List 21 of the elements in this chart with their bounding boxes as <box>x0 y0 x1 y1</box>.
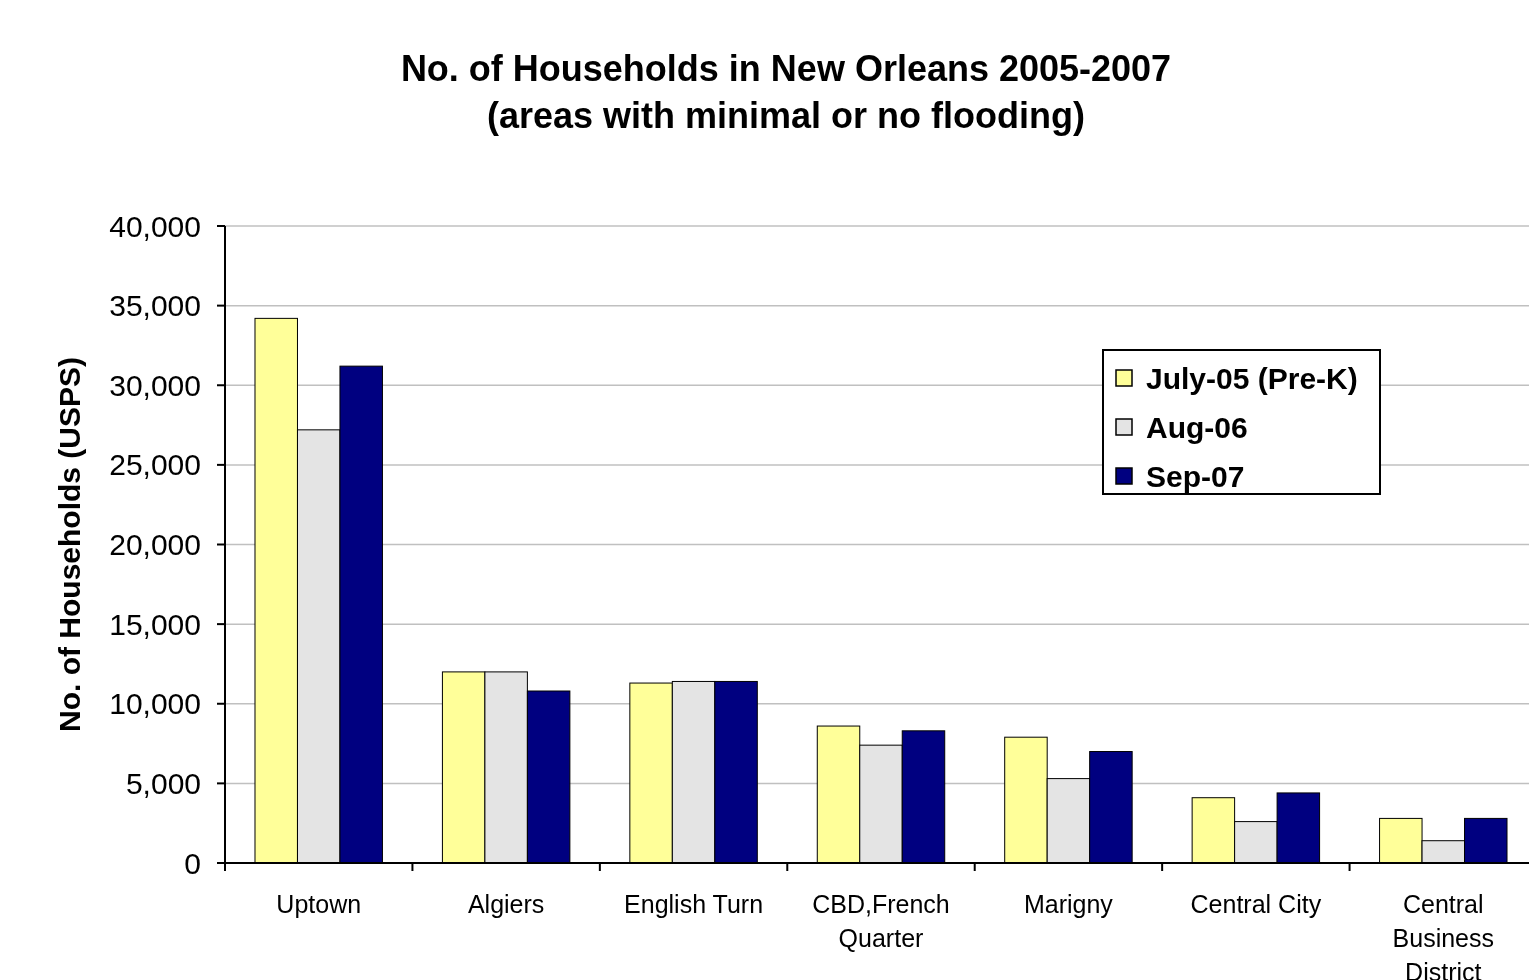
x-tick-label: Marigny <box>1023 890 1114 918</box>
x-tick-label: Central City <box>1190 890 1322 918</box>
x-tick-label: Uptown <box>276 890 362 918</box>
legend-label: Aug-06 <box>1146 410 1248 444</box>
chart-subtitle: (areas with minimal or no flooding) <box>486 95 1086 136</box>
legend-label: Sep-07 <box>1146 459 1245 493</box>
y-tick-label: 35,000 <box>109 289 201 323</box>
y-tick-label: 0 <box>184 846 201 880</box>
y-axis-title: No. of Households (USPS) <box>53 357 86 732</box>
x-tick-label: Algiers <box>467 890 545 918</box>
y-tick-label: 10,000 <box>109 687 201 721</box>
y-tick-label: 15,000 <box>109 607 201 641</box>
y-tick-label: 40,000 <box>109 209 201 243</box>
y-tick-label: 30,000 <box>109 368 201 402</box>
y-tick-label: 20,000 <box>109 528 201 561</box>
chart-title: No. of Households in New Orleans 2005-2007 <box>400 48 1172 89</box>
x-tick-label: CBD,French Quarter <box>812 890 950 952</box>
x-tick-label: English Turn <box>624 890 764 918</box>
y-tick-label: 5,000 <box>125 766 201 800</box>
y-tick-label: 25,000 <box>109 448 201 482</box>
legend-label: July-05 (Pre-K) <box>1146 361 1358 395</box>
